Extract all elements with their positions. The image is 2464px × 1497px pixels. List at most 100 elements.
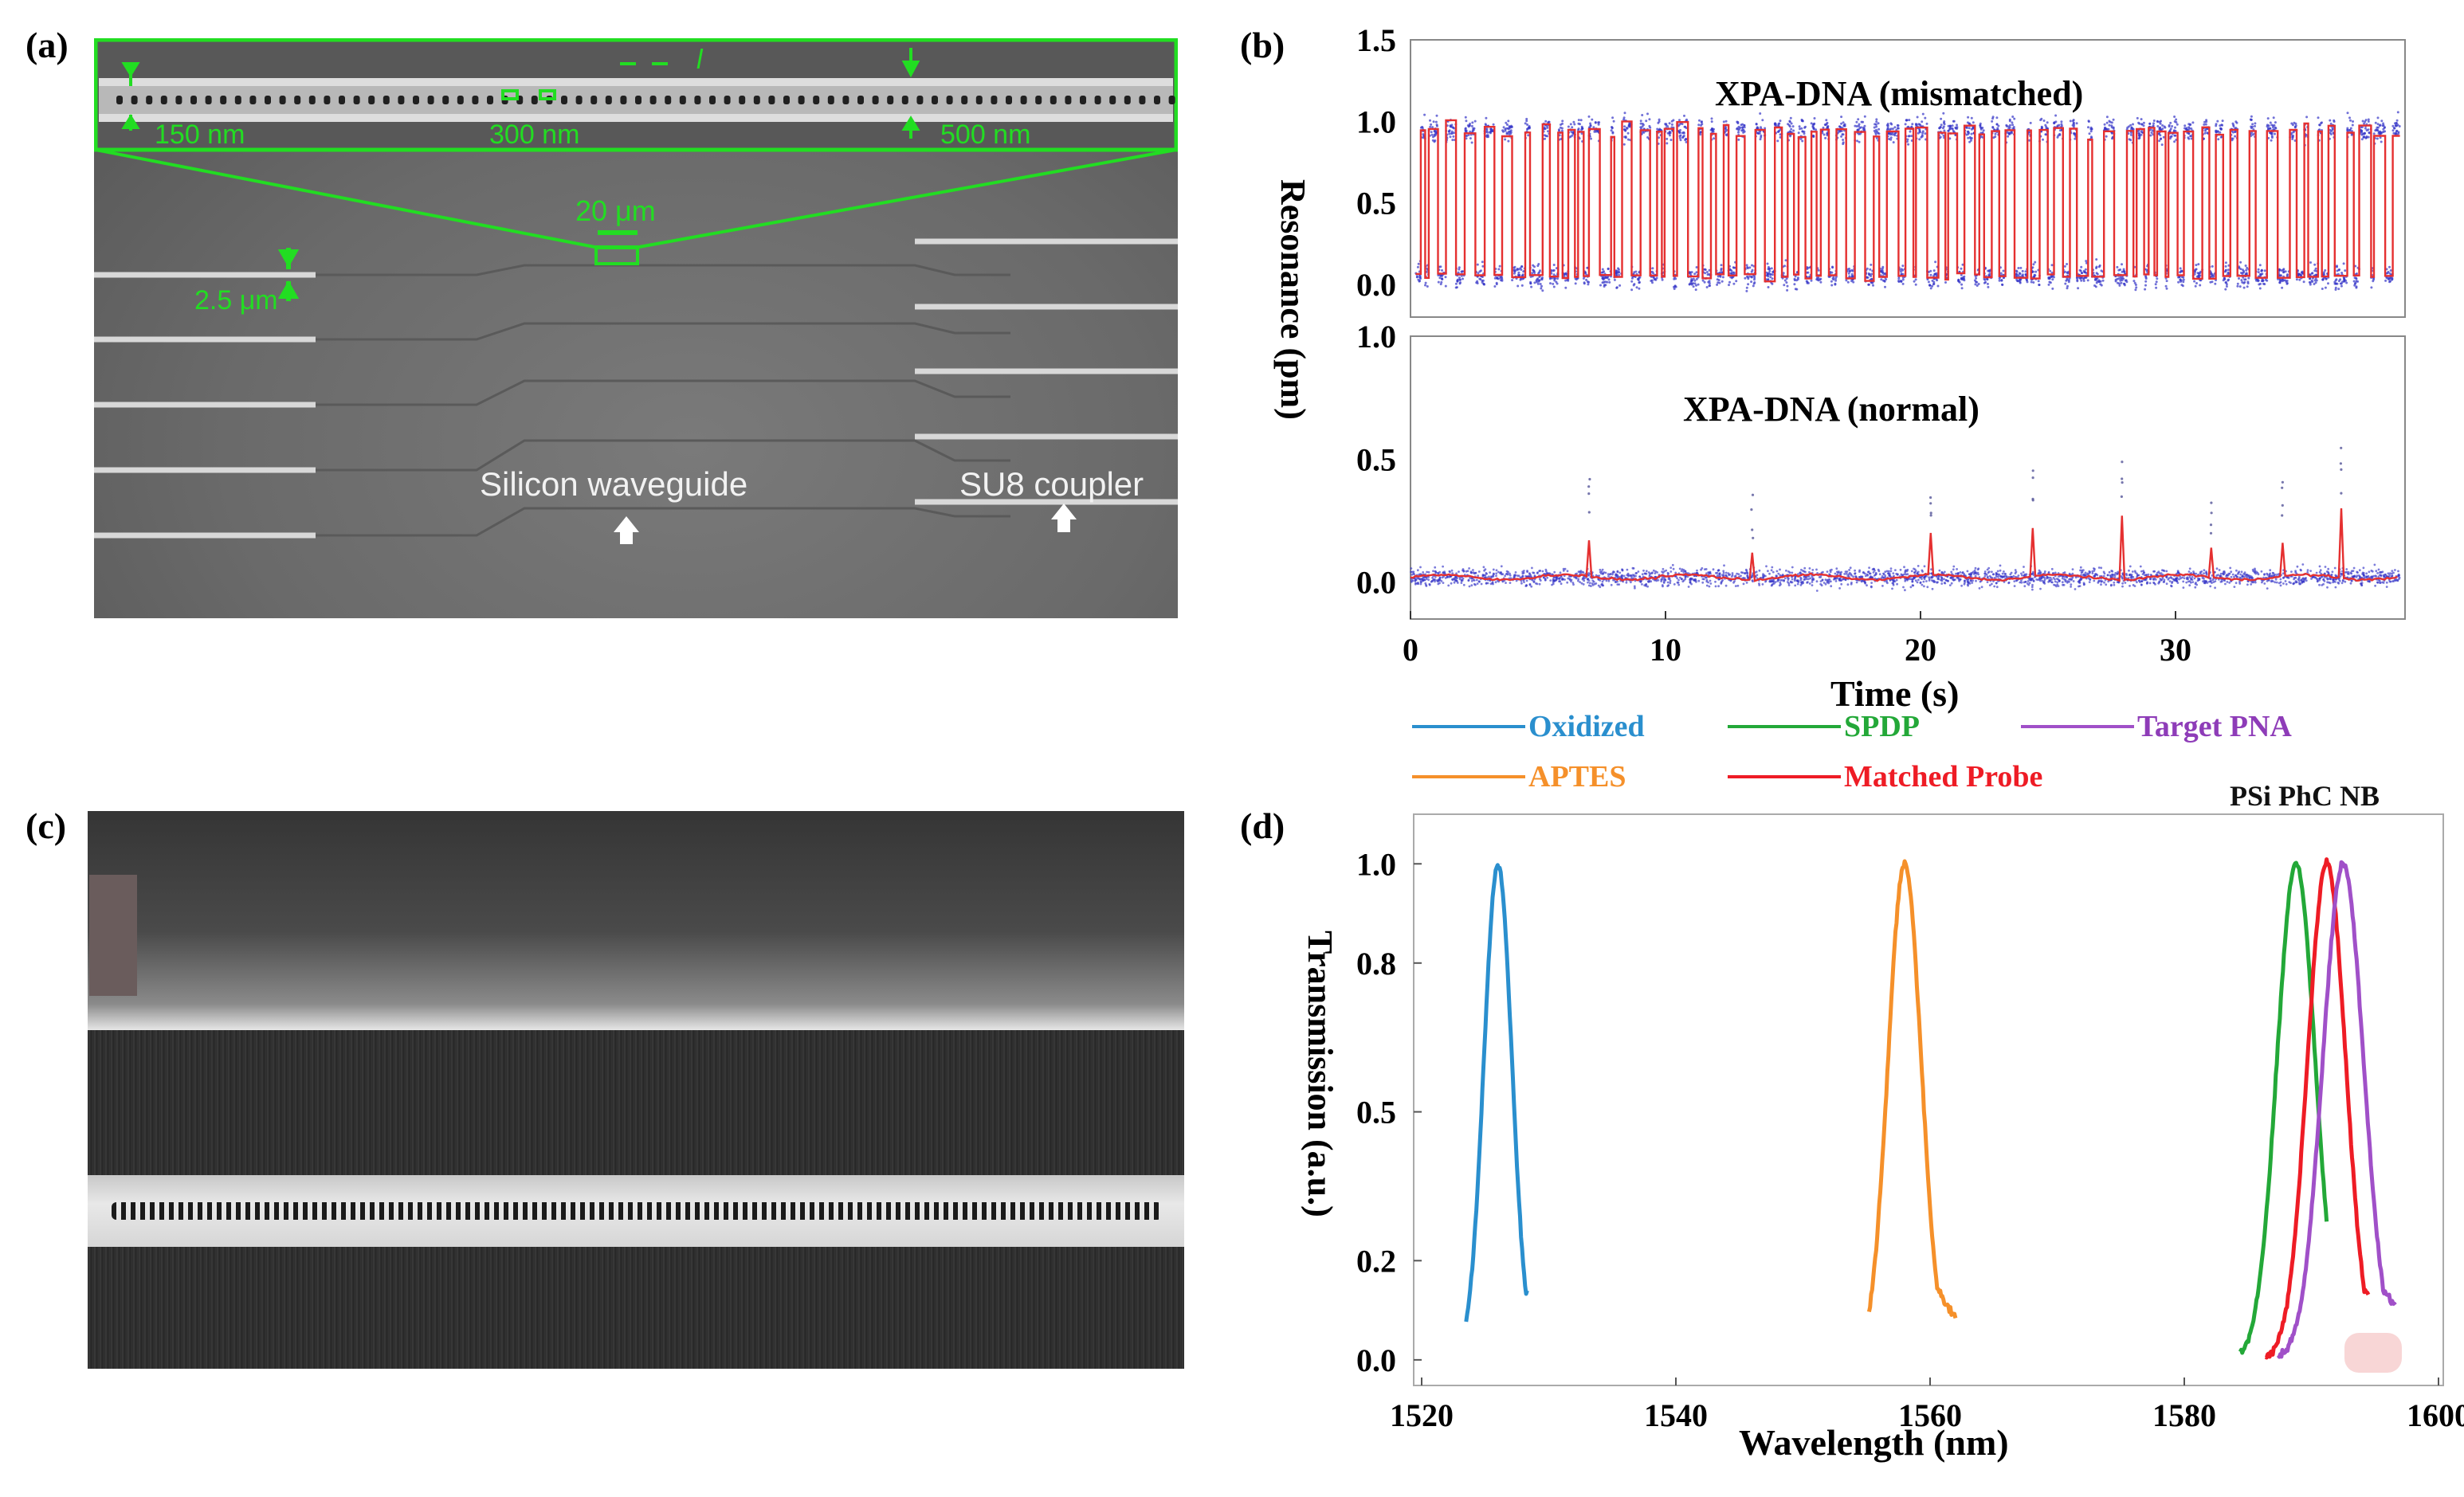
b-top-data-point — [2395, 119, 2399, 122]
b-top-data-point — [1968, 140, 1972, 143]
b-bottom-data-point — [1893, 574, 1895, 578]
b-bottom-data-point — [1521, 574, 1524, 578]
b-bottom-data-point — [1855, 581, 1858, 584]
b-top-data-point — [1743, 126, 1746, 129]
b-top-data-point — [1897, 127, 1900, 130]
b-top-data-point — [2105, 127, 2109, 131]
b-bottom-data-point — [1558, 580, 1560, 583]
b-top-data-point — [1639, 120, 1642, 123]
caption-silicon-waveguide: Silicon waveguide — [480, 465, 748, 503]
b-top-data-point — [1881, 271, 1884, 274]
b-top-data-point — [2313, 269, 2317, 272]
b-xtick-label: 20 — [1905, 632, 1936, 668]
b-top-data-point — [2298, 278, 2301, 281]
inset-hole — [901, 96, 908, 104]
b-top-data-point — [2339, 278, 2342, 281]
b-top-data-point — [1668, 131, 1671, 134]
b-top-data-point — [1423, 113, 1426, 116]
b-top-data-point — [2388, 276, 2391, 280]
b-top-data-point — [1708, 282, 1711, 284]
b-bottom-data-point — [2274, 578, 2278, 581]
b-bottom-data-point — [2191, 575, 2194, 578]
b-top-data-point — [2181, 284, 2184, 288]
b-top-data-point — [2183, 127, 2186, 130]
b-top-data-point — [1900, 280, 1903, 283]
b-top-data-point — [1732, 282, 1736, 285]
b-top-data-point — [2259, 282, 2262, 285]
b-top-data-point — [2101, 279, 2105, 282]
b-top-data-point — [1911, 123, 1914, 126]
b-bottom-data-point — [2163, 578, 2166, 582]
b-bottom-data-point — [1794, 584, 1797, 587]
b-top-data-point — [1507, 120, 1510, 123]
b-bottom-data-point — [1826, 570, 1829, 573]
b-top-data-point — [1450, 125, 1453, 127]
b-top-data-point — [1960, 273, 1963, 276]
b-top-data-point — [2388, 265, 2391, 268]
b-top-data-point — [2097, 279, 2101, 282]
b-top-data-point — [1956, 123, 1958, 127]
b-top-data-point — [1774, 123, 1776, 127]
b-top-data-point — [2093, 284, 2096, 287]
b-top-data-point — [1626, 131, 1630, 135]
b-top-data-point — [1934, 261, 1937, 264]
inset-hole — [442, 96, 449, 104]
b-top-data-point — [1921, 120, 1924, 123]
b-top-data-point — [1705, 271, 1709, 273]
b-bottom-data-point — [2023, 585, 2027, 588]
b-top-data-point — [1618, 268, 1620, 271]
inset-hole — [1109, 96, 1116, 104]
b-top-data-point — [1695, 266, 1698, 268]
b-top-data-point — [2019, 281, 2022, 284]
b-top-data-point — [1884, 285, 1886, 288]
b-top-data-point — [2309, 283, 2312, 286]
b-bottom-data-point — [2246, 583, 2249, 586]
b-bottom-data-point — [1587, 578, 1590, 580]
b-bottom-data-point — [2263, 582, 2266, 585]
b-top-data-point — [2161, 124, 2164, 127]
b-top-data-point — [1612, 120, 1615, 123]
b-bottom-data-point — [2102, 574, 2105, 578]
b-top-data-point — [1592, 126, 1595, 129]
b-top-data-point — [2158, 139, 2161, 143]
b-bottom-data-point — [1765, 565, 1768, 568]
b-top-data-point — [2305, 116, 2309, 119]
b-bottom-data-point — [2306, 569, 2309, 571]
b-top-data-point — [1858, 123, 1861, 126]
b-bottom-data-point — [2394, 569, 2396, 571]
b-top-data-point — [2046, 121, 2049, 124]
b-bottom-data-point — [1600, 572, 1603, 575]
b-top-data-point — [1952, 120, 1956, 123]
b-top-data-point — [1799, 127, 1801, 131]
b-top-data-point — [2217, 138, 2220, 141]
b-top-data-point — [1520, 265, 1524, 268]
b-top-data-point — [2376, 123, 2380, 126]
b-top-data-point — [1745, 289, 1748, 292]
b-top-data-point — [1509, 132, 1512, 135]
b-top-data-point — [1589, 124, 1592, 127]
b-top-data-point — [2047, 283, 2050, 286]
b-bottom-data-point — [2063, 578, 2066, 581]
b-top-data-point — [1999, 272, 2003, 275]
b-top-data-point — [1751, 264, 1753, 267]
b-top-data-point — [2012, 126, 2015, 128]
b-top-data-point — [1486, 131, 1489, 134]
b-bottom-data-point — [2070, 583, 2073, 586]
inset-hole — [220, 96, 227, 104]
b-top-data-point — [2123, 282, 2126, 285]
b-top-data-point — [1981, 131, 1984, 134]
b-top-data-point — [1464, 127, 1467, 131]
b-bottom-data-point — [1687, 586, 1690, 588]
b-top-data-point — [1848, 267, 1850, 270]
b-top-data-point — [1635, 286, 1638, 289]
b-bottom-data-point — [1874, 569, 1876, 572]
b-top-data-point — [1429, 119, 1431, 122]
b-bottom-data-point — [2334, 586, 2337, 589]
b-top-data-point — [1813, 122, 1816, 125]
b-top-data-point — [2173, 116, 2176, 118]
b-top-data-point — [1582, 277, 1585, 280]
inset-hole — [1094, 96, 1101, 104]
b-top-data-point — [2389, 269, 2392, 272]
b-top-data-point — [1454, 286, 1458, 289]
b-bottom-data-point — [1520, 582, 1523, 585]
